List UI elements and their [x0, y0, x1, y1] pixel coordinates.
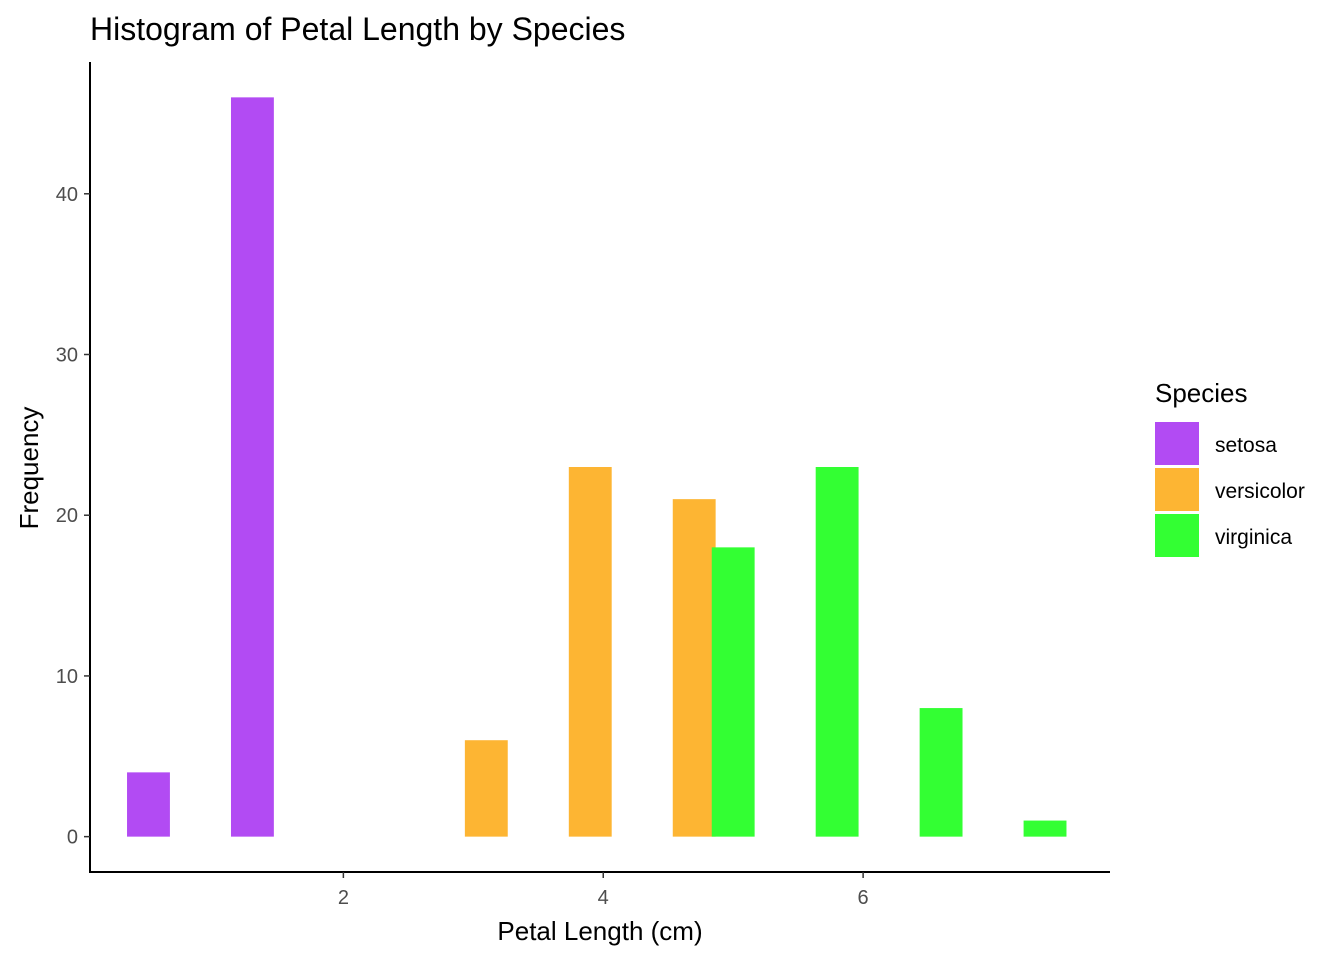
bar-versicolor-1 — [568, 467, 612, 837]
x-tick-label: 6 — [858, 887, 869, 909]
bar-versicolor-2 — [672, 499, 716, 837]
x-tick-label: 4 — [598, 887, 609, 909]
x-axis-ticks: 2 4 6 — [338, 872, 869, 909]
bar-versicolor-0 — [464, 740, 508, 837]
bars — [127, 97, 1067, 837]
bar-virginica-3 — [1023, 820, 1067, 837]
legend-swatch-virginica — [1155, 514, 1199, 557]
bar-virginica-1 — [815, 467, 859, 837]
plot-area: 0 10 20 30 40 2 4 6 — [56, 62, 1110, 909]
y-tick-label: 30 — [56, 345, 78, 367]
x-axis-title: Petal Length (cm) — [497, 916, 702, 946]
legend-label-setosa: setosa — [1215, 434, 1277, 457]
bar-virginica-2 — [919, 708, 963, 837]
legend: Species setosa versicolor virginica — [1155, 378, 1305, 557]
chart-title: Histogram of Petal Length by Species — [90, 11, 625, 47]
bar-setosa-0 — [127, 772, 170, 837]
legend-swatch-versicolor — [1155, 468, 1199, 511]
x-tick-label: 2 — [338, 887, 349, 909]
legend-label-versicolor: versicolor — [1215, 480, 1305, 503]
y-axis-title: Frequency — [14, 407, 44, 530]
y-tick-label: 0 — [67, 827, 78, 849]
y-tick-label: 40 — [56, 184, 78, 206]
y-tick-label: 10 — [56, 666, 78, 688]
legend-items: setosa versicolor virginica — [1155, 422, 1305, 557]
bar-setosa-1 — [230, 97, 274, 837]
y-tick-label: 20 — [56, 505, 78, 527]
bar-virginica-0 — [711, 547, 755, 837]
legend-title: Species — [1155, 378, 1248, 408]
legend-swatch-setosa — [1155, 422, 1199, 465]
y-axis-ticks: 0 10 20 30 40 — [56, 184, 90, 849]
legend-label-virginica: virginica — [1215, 526, 1292, 549]
